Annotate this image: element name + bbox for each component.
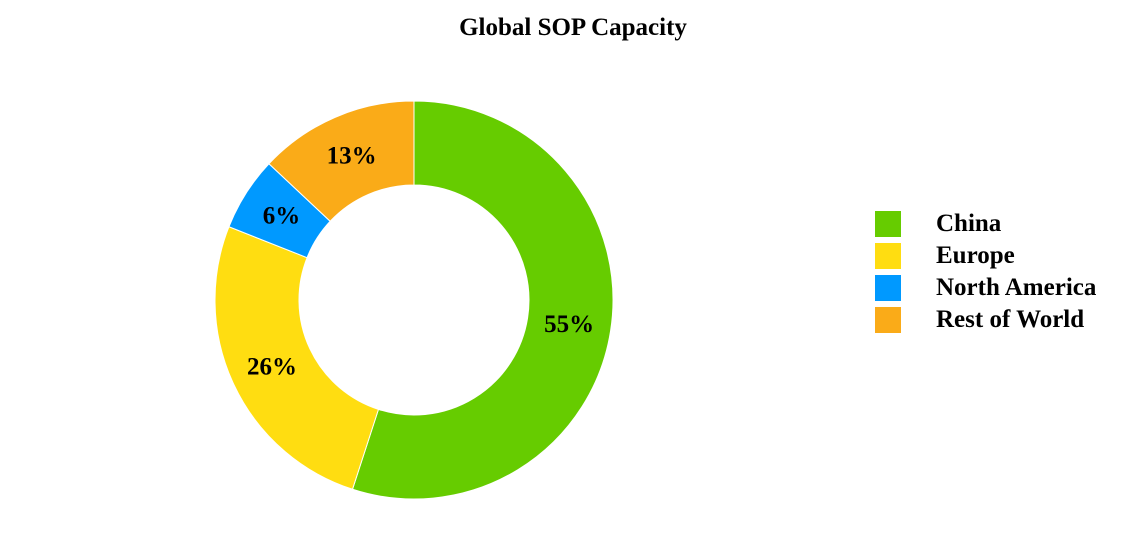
legend-item-europe: Europe bbox=[875, 240, 1096, 272]
donut-slices bbox=[214, 100, 614, 500]
donut-labels: 55% 26% 6% 13% bbox=[247, 142, 594, 380]
slice-rest-of-world bbox=[268, 100, 415, 222]
legend-label: China bbox=[936, 210, 1002, 237]
legend-swatch bbox=[875, 275, 901, 301]
legend-swatch bbox=[875, 307, 901, 333]
slice-label-china: 55% bbox=[544, 311, 594, 338]
slice-europe bbox=[214, 226, 380, 490]
legend: China Europe North America Rest of World bbox=[875, 208, 1096, 336]
legend-label: Rest of World bbox=[936, 306, 1085, 333]
legend-item-china: China bbox=[875, 208, 1096, 240]
chart-title: Global SOP Capacity bbox=[459, 14, 687, 41]
legend-swatch bbox=[875, 243, 901, 269]
legend-label: North America bbox=[936, 274, 1097, 301]
legend-swatch bbox=[875, 211, 901, 237]
slice-label-europe: 26% bbox=[247, 353, 297, 380]
slice-label-rest-of-world: 13% bbox=[327, 142, 377, 169]
legend-item-rest-of-world: Rest of World bbox=[875, 304, 1096, 336]
slice-china bbox=[351, 100, 614, 500]
legend-item-north-america: North America bbox=[875, 272, 1096, 304]
slice-label-north-america: 6% bbox=[263, 202, 301, 229]
legend-label: Europe bbox=[936, 242, 1015, 269]
